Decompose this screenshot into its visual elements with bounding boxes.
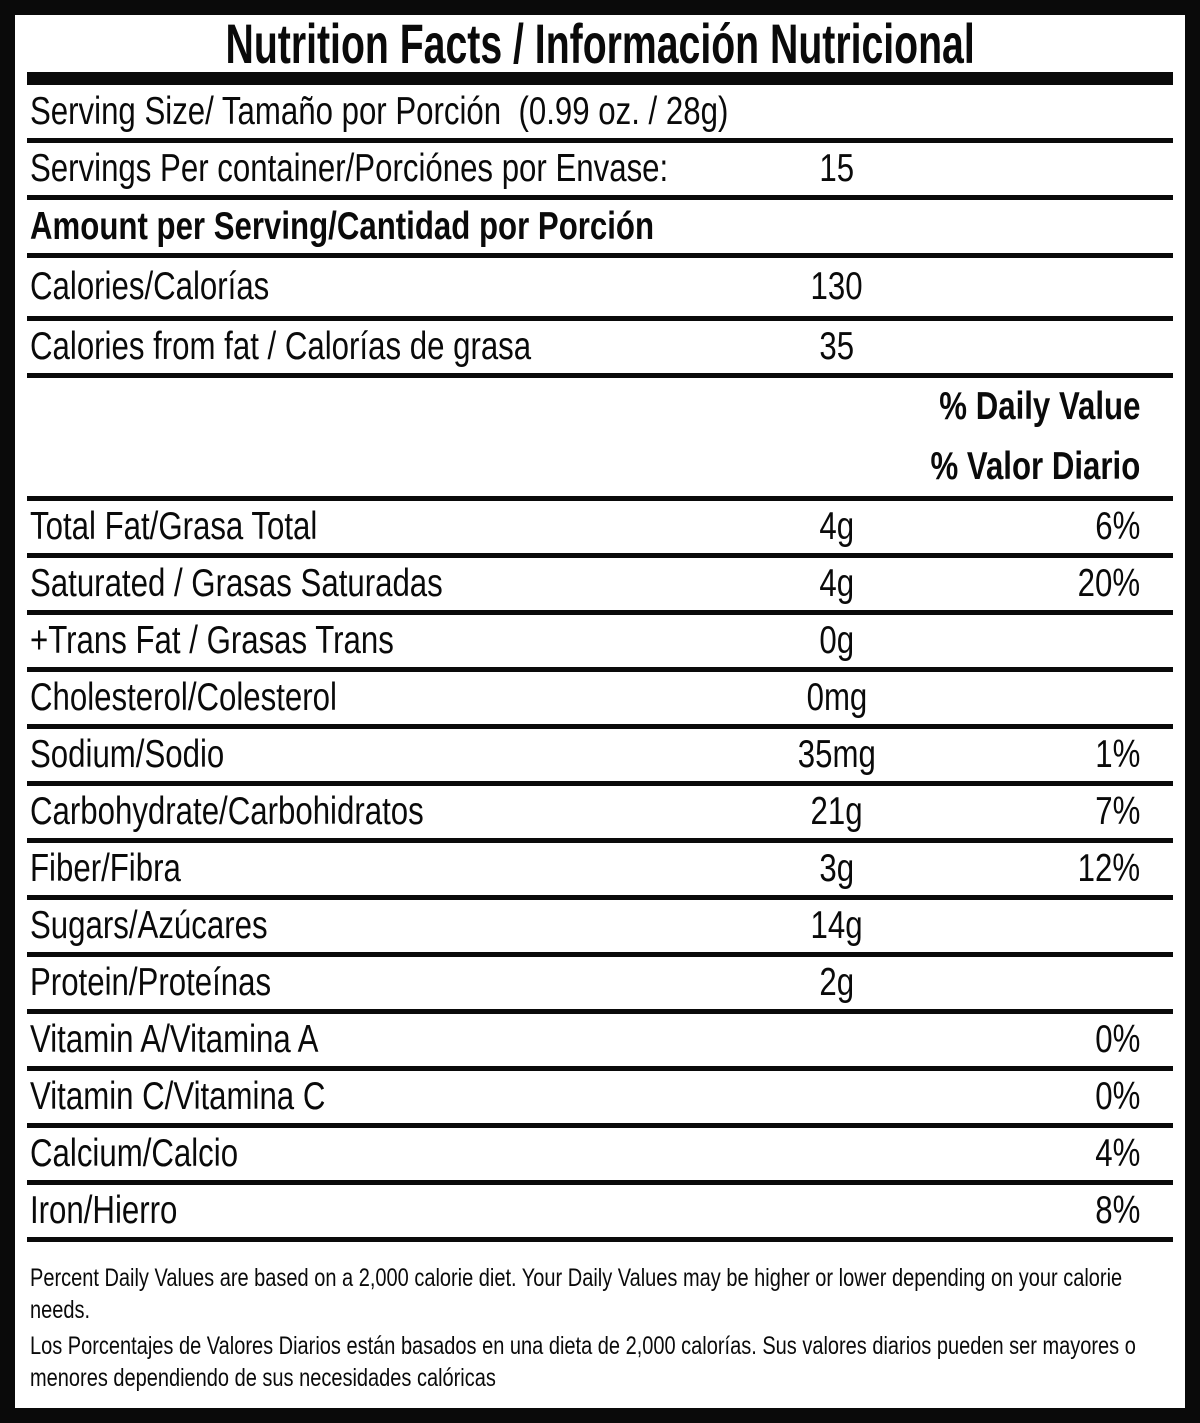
nutrient-row-cholesterol: Cholesterol/Colesterol 0mg [27, 672, 1173, 729]
footnote-spanish: Los Porcentajes de Valores Diarios están… [30, 1332, 1136, 1392]
nutrient-label: Cholesterol/Colesterol [30, 676, 337, 719]
nutrient-amount: 0mg [806, 676, 868, 719]
footnotes-text-block: Percent Daily Values are based on a 2,00… [30, 1262, 1170, 1394]
daily-value-header: % Daily Value % Valor Diario [27, 378, 1173, 501]
serving-size-label: Serving Size/ Tamaño por Porción (0.99 o… [30, 89, 729, 133]
nutrient-row-trans-fat: +Trans Fat / Grasas Trans 0g [27, 615, 1173, 672]
nutrient-amount: 35mg [797, 733, 877, 776]
nutrient-label: Vitamin A/Vitamina A [30, 1018, 319, 1061]
amount-per-serving-heading: Amount per Serving/Cantidad por Porción [30, 204, 655, 248]
nutrient-row-total-fat: Total Fat/Grasa Total 4g 6% [27, 501, 1173, 558]
header-divider-bar [27, 72, 1173, 85]
daily-value-header-en: % Daily Value [938, 385, 1140, 428]
nutrient-amount: 3g [819, 847, 855, 890]
nutrient-dv: 0% [1094, 1075, 1140, 1118]
nutrient-label: Total Fat/Grasa Total [30, 505, 318, 548]
amount-per-serving-row: Amount per Serving/Cantidad por Porción [27, 200, 1173, 258]
nutrient-row-iron: Iron/Hierro 8% [27, 1185, 1173, 1242]
nutrient-row-calcium: Calcium/Calcio 4% [27, 1128, 1173, 1185]
nutrient-label: Sugars/Azúcares [30, 904, 268, 947]
label-header: Nutrition Facts / Información Nutriciona… [27, 15, 1173, 75]
nutrient-amount: 21g [810, 790, 864, 833]
nutrient-dv: 12% [1077, 847, 1140, 890]
nutrient-amount: 0g [819, 619, 855, 662]
nutrient-dv: 4% [1094, 1132, 1140, 1175]
nutrient-label: +Trans Fat / Grasas Trans [30, 619, 394, 662]
nutrient-row-fiber: Fiber/Fibra 3g 12% [27, 843, 1173, 900]
nutrient-row-carbohydrate: Carbohydrate/Carbohidratos 21g 7% [27, 786, 1173, 843]
nutrient-dv: 1% [1094, 733, 1140, 776]
nutrient-row-vitamin-c: Vitamin C/Vitamina C 0% [27, 1071, 1173, 1128]
nutrient-dv: 6% [1094, 505, 1140, 548]
nutrient-dv: 7% [1094, 790, 1140, 833]
servings-per-container-cell: Servings Per container/Porciónes por Env… [27, 147, 697, 191]
nutrient-amount: 4g [819, 562, 855, 605]
servings-per-container-row: Servings Per container/Porciónes por Env… [27, 143, 1173, 200]
nutrient-dv: 8% [1094, 1189, 1140, 1232]
calories-from-fat-row: Calories from fat / Calorías de grasa 35 [27, 321, 1173, 378]
nutrient-label: Fiber/Fibra [30, 847, 181, 890]
nutrient-label: Calcium/Calcio [30, 1132, 239, 1175]
nutrient-label: Vitamin C/Vitamina C [30, 1075, 326, 1118]
nutrient-row-vitamin-a: Vitamin A/Vitamina A 0% [27, 1014, 1173, 1071]
amount-per-serving-cell: Amount per Serving/Cantidad por Porción [27, 205, 1173, 249]
daily-value-header-es: % Valor Diario [930, 445, 1140, 488]
calories-value: 130 [810, 265, 864, 308]
nutrient-dv: 0% [1094, 1018, 1140, 1061]
nutrient-label: Saturated / Grasas Saturadas [30, 562, 443, 605]
nutrient-amount: 14g [810, 904, 864, 947]
nutrient-row-sodium: Sodium/Sodio 35mg 1% [27, 729, 1173, 786]
calories-label: Calories/Calorías [30, 265, 270, 308]
calories-row: Calories/Calorías 130 [27, 258, 1173, 321]
nutrient-row-saturated-fat: Saturated / Grasas Saturadas 4g 20% [27, 558, 1173, 615]
calories-from-fat-value: 35 [819, 325, 855, 368]
nutrient-label: Carbohydrate/Carbohidratos [30, 790, 424, 833]
footnotes: Percent Daily Values are based on a 2,00… [27, 1242, 1173, 1394]
servings-per-container-value-cell: 15 [697, 147, 977, 191]
label-title: Nutrition Facts / Información Nutriciona… [225, 12, 975, 75]
nutrient-label: Iron/Hierro [30, 1189, 178, 1232]
nutrient-row-protein: Protein/Proteínas 2g [27, 957, 1173, 1014]
servings-per-container-value: 15 [819, 147, 855, 190]
servings-per-container-label: Servings Per container/Porciónes por Env… [30, 147, 669, 190]
nutrient-amount: 2g [819, 961, 855, 1004]
footnote-english: Percent Daily Values are based on a 2,00… [30, 1264, 1123, 1324]
nutrient-row-sugars: Sugars/Azúcares 14g [27, 900, 1173, 957]
calories-from-fat-label: Calories from fat / Calorías de grasa [30, 325, 532, 368]
serving-size-row: Serving Size/ Tamaño por Porción (0.99 o… [27, 85, 1173, 143]
serving-size-cell: Serving Size/ Tamaño por Porción (0.99 o… [27, 90, 1173, 134]
nutrient-amount: 4g [819, 505, 855, 548]
nutrient-dv: 20% [1077, 562, 1140, 605]
nutrient-label: Protein/Proteínas [30, 961, 272, 1004]
nutrient-label: Sodium/Sodio [30, 733, 225, 776]
